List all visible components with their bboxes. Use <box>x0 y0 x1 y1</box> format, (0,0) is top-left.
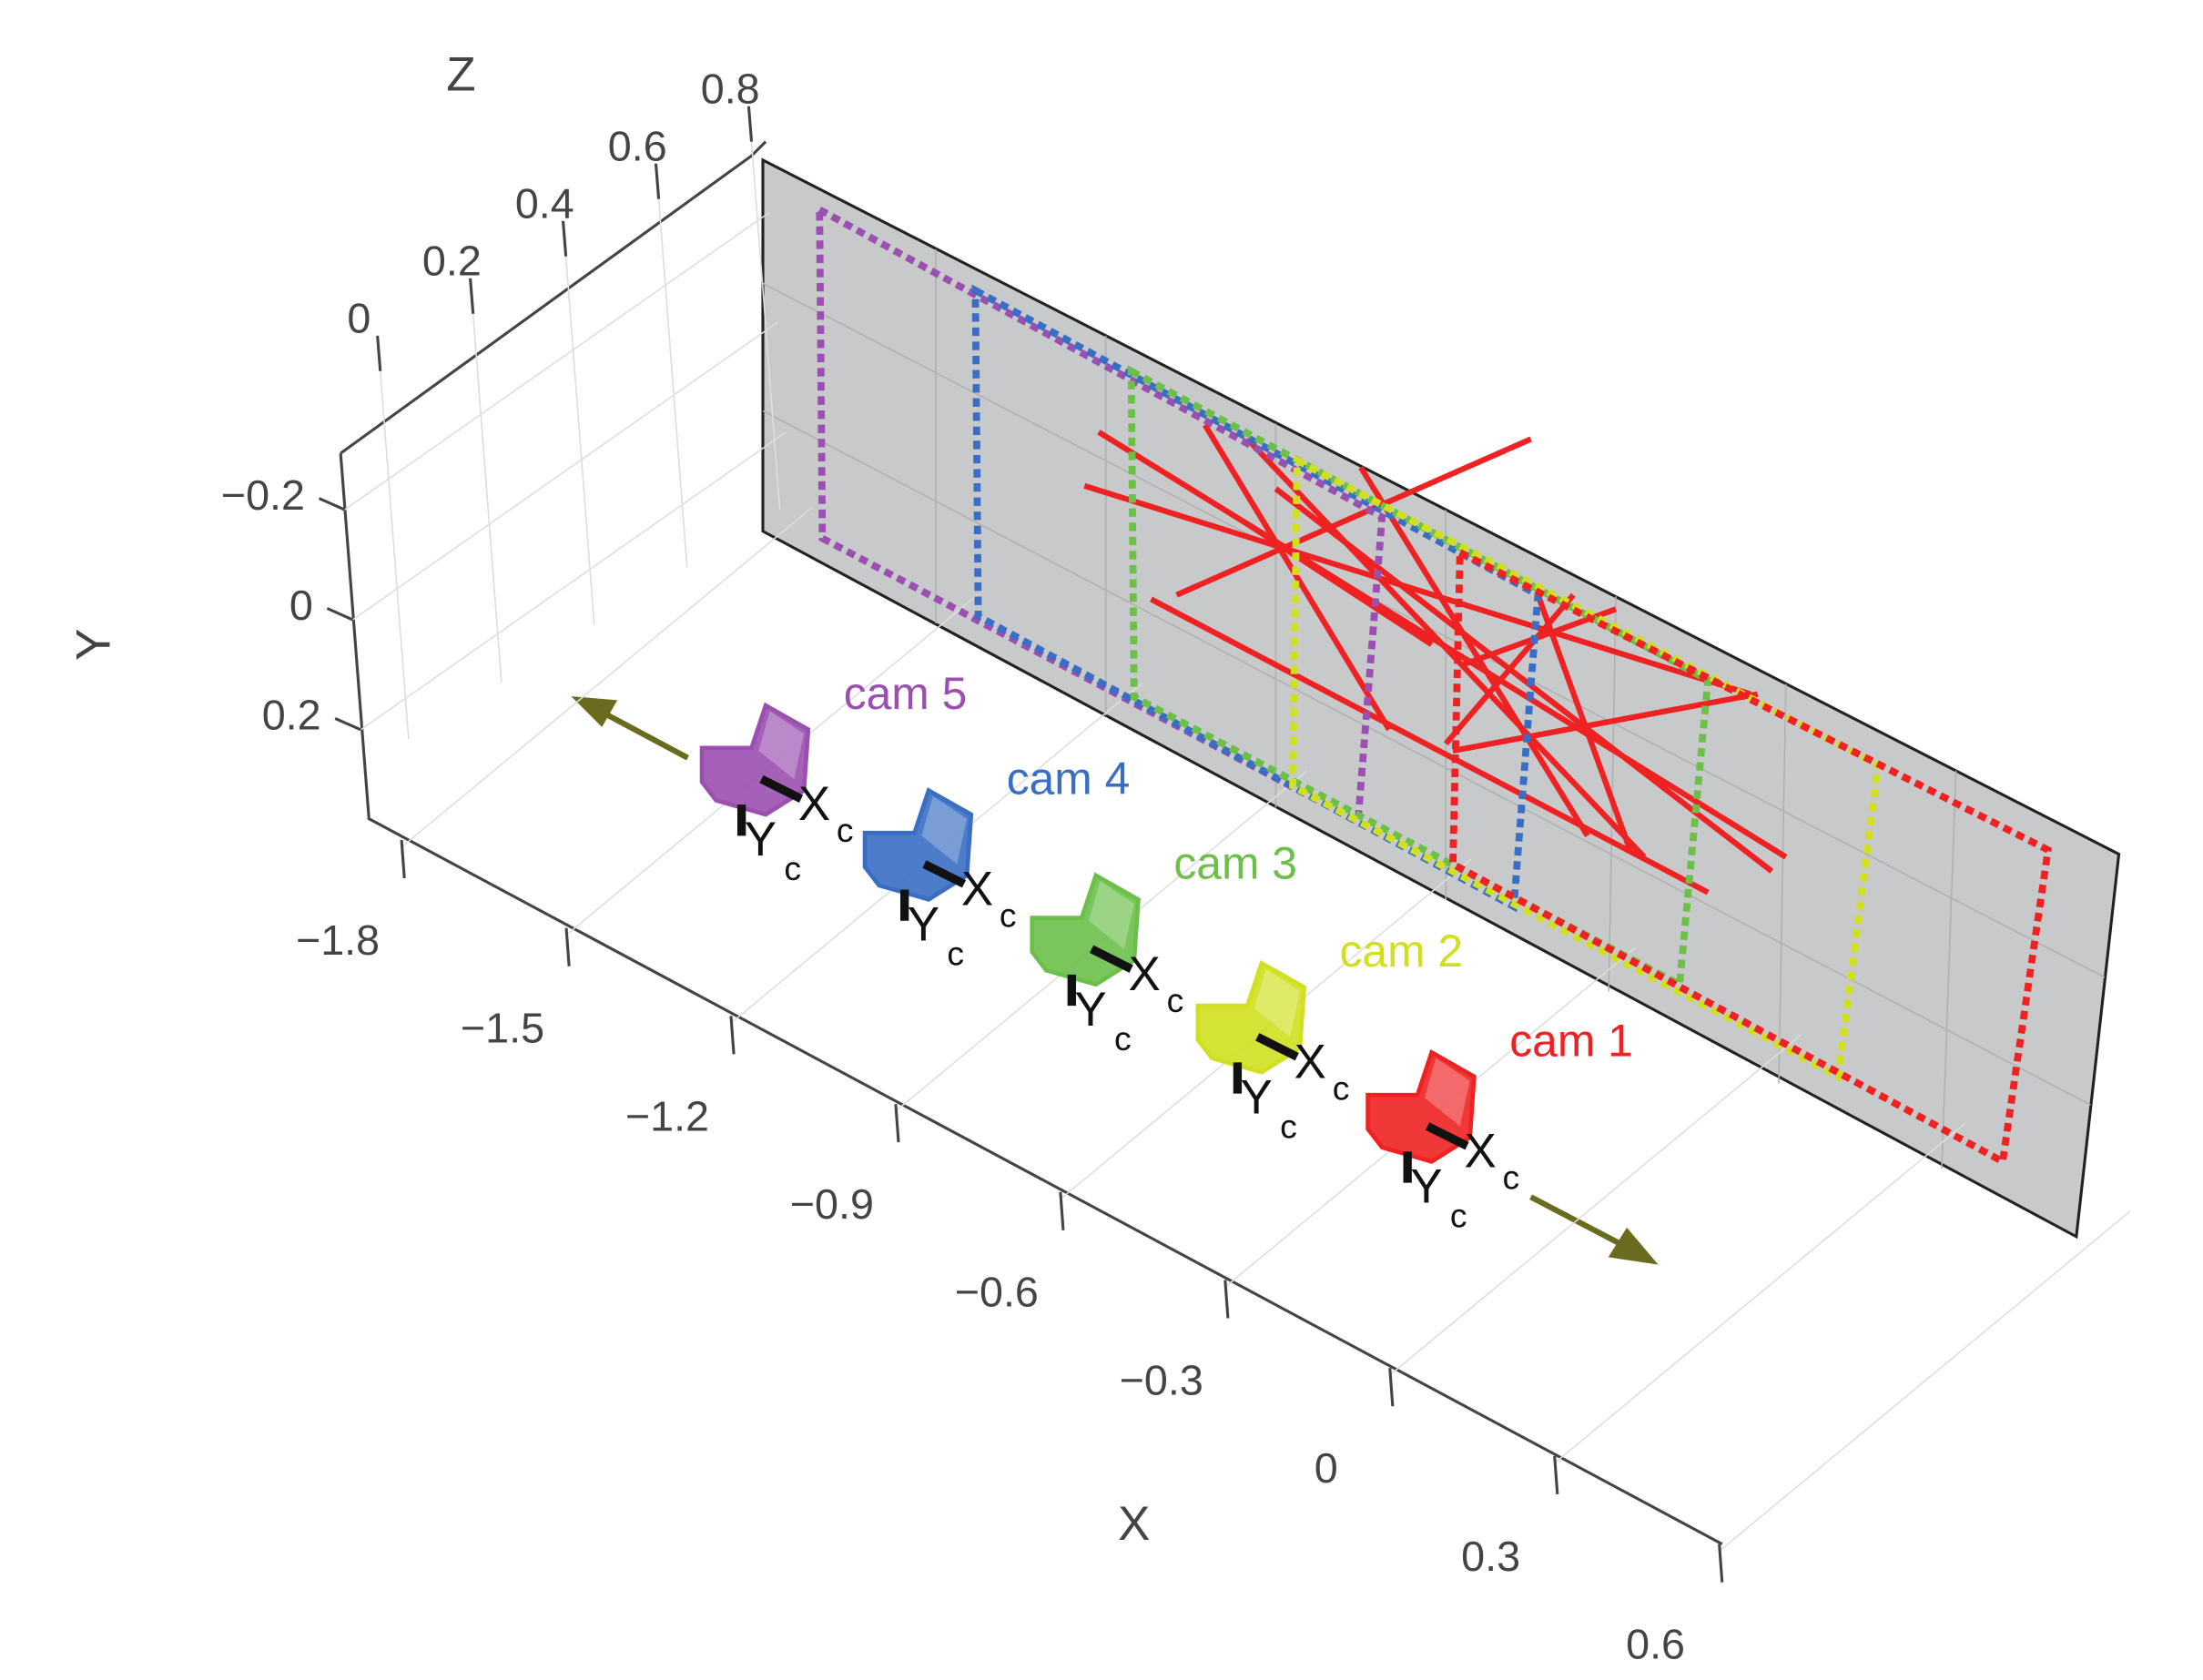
y-grid-line <box>351 321 778 621</box>
camera-y-sub: c <box>947 934 964 972</box>
camera-cone <box>1254 968 1300 1037</box>
camera-x-label: X <box>798 777 830 831</box>
x-grid-line <box>1719 1210 2131 1552</box>
x-tick-label: −1.2 <box>625 1092 709 1139</box>
box-edges <box>339 140 1723 1545</box>
y-axis-title: Y <box>66 629 120 661</box>
x-tick-label: −1.5 <box>461 1005 544 1052</box>
camera-x-sub: c <box>837 811 854 849</box>
y-grid-line <box>360 431 787 731</box>
camera-x-sub: c <box>1502 1158 1519 1196</box>
camera-label: cam 4 <box>1007 753 1131 804</box>
z-tick <box>654 163 661 199</box>
camera-x-label: X <box>1294 1035 1326 1088</box>
z-axis-title: Z <box>446 48 475 102</box>
camera-y-sub: c <box>1280 1107 1297 1145</box>
camera-cone <box>1088 881 1134 949</box>
y-grid-line <box>344 211 770 511</box>
plane-grid <box>762 248 2106 1169</box>
x-tick-label: −0.9 <box>790 1180 874 1228</box>
camera-cone <box>921 795 968 865</box>
arrows <box>571 696 1659 1265</box>
x-tick-label: 0 <box>1315 1444 1338 1492</box>
z-tick-label: 0 <box>347 295 371 342</box>
y-tick-label: 0 <box>289 582 313 629</box>
camera-x-axis <box>1255 1033 1299 1061</box>
camera-frame <box>1289 454 1883 1083</box>
camera-y-label: Y <box>1241 1070 1273 1124</box>
x-tick-label: −0.3 <box>1120 1356 1203 1403</box>
camera-x-sub: c <box>1167 981 1184 1019</box>
z-grid-line <box>564 256 595 625</box>
x-grid-line <box>1389 1034 1802 1376</box>
x-tick-label: −0.6 <box>955 1269 1039 1316</box>
z-tick <box>746 106 754 142</box>
z-tick-label: 0.8 <box>701 66 760 113</box>
camera-x-axis <box>759 774 804 804</box>
camera-label: cam 2 <box>1339 926 1463 977</box>
z-tick <box>469 278 475 314</box>
camera-x-label: X <box>961 863 993 916</box>
x-tick <box>1553 1455 1559 1495</box>
camera-cone <box>758 711 805 780</box>
x-tick <box>1223 1280 1230 1319</box>
y-tick <box>326 607 354 622</box>
camera-y-label: Y <box>745 813 777 866</box>
x-tick <box>729 1016 736 1055</box>
camera-x-axis <box>922 860 967 888</box>
z-tick-label: 0.4 <box>515 180 574 228</box>
x-tick-label: 0.6 <box>1626 1621 1685 1668</box>
x-grid-line <box>1554 1122 1966 1464</box>
x-tick <box>564 927 571 967</box>
camera-label: cam 1 <box>1509 1015 1633 1066</box>
camera-y-label: Y <box>908 897 939 951</box>
z-tick <box>561 220 568 257</box>
camera-x-label: X <box>1129 947 1161 1001</box>
camera-y-label: Y <box>1074 983 1106 1037</box>
x-tick-label: 0.3 <box>1461 1533 1520 1580</box>
y-tick-label: 0.2 <box>262 692 321 739</box>
y-tick-label: −0.2 <box>221 471 305 519</box>
camera-x-axis <box>1425 1122 1469 1150</box>
z-tick <box>376 335 382 371</box>
x-tick <box>1388 1368 1395 1407</box>
x-axis-title: X <box>1118 1497 1150 1551</box>
camera-y-sub: c <box>784 849 801 887</box>
x-tick <box>894 1103 900 1143</box>
camera-y-sub: c <box>1114 1019 1132 1058</box>
x-tick <box>400 839 406 879</box>
target-plane <box>761 157 2121 1240</box>
y-tick <box>334 716 361 732</box>
camera-cone <box>1424 1058 1470 1127</box>
z-grid-line <box>379 370 410 740</box>
y-tick <box>318 497 346 511</box>
z-grid-line <box>472 313 503 683</box>
x-grid-line <box>401 506 813 848</box>
x-tick-label: −1.8 <box>296 916 380 964</box>
z-grid-line <box>750 141 781 511</box>
camera-x-sub: c <box>1333 1068 1350 1107</box>
camera-label: cam 3 <box>1173 838 1297 889</box>
camera-x-label: X <box>1464 1125 1496 1179</box>
camera-frame <box>1449 546 2052 1168</box>
z-tick-label: 0.2 <box>422 238 482 285</box>
x-tick <box>1718 1543 1724 1583</box>
camera-x-axis <box>1090 945 1133 973</box>
z-grid-line <box>657 198 688 568</box>
z-tick-label: 0.6 <box>608 123 667 170</box>
camera-x-sub: c <box>1000 896 1017 934</box>
camera-frame <box>816 203 1386 827</box>
x-tick <box>1059 1191 1065 1230</box>
camera-label: cam 5 <box>844 668 968 719</box>
camera-y-label: Y <box>1410 1159 1442 1213</box>
camera-y-sub: c <box>1450 1196 1467 1234</box>
